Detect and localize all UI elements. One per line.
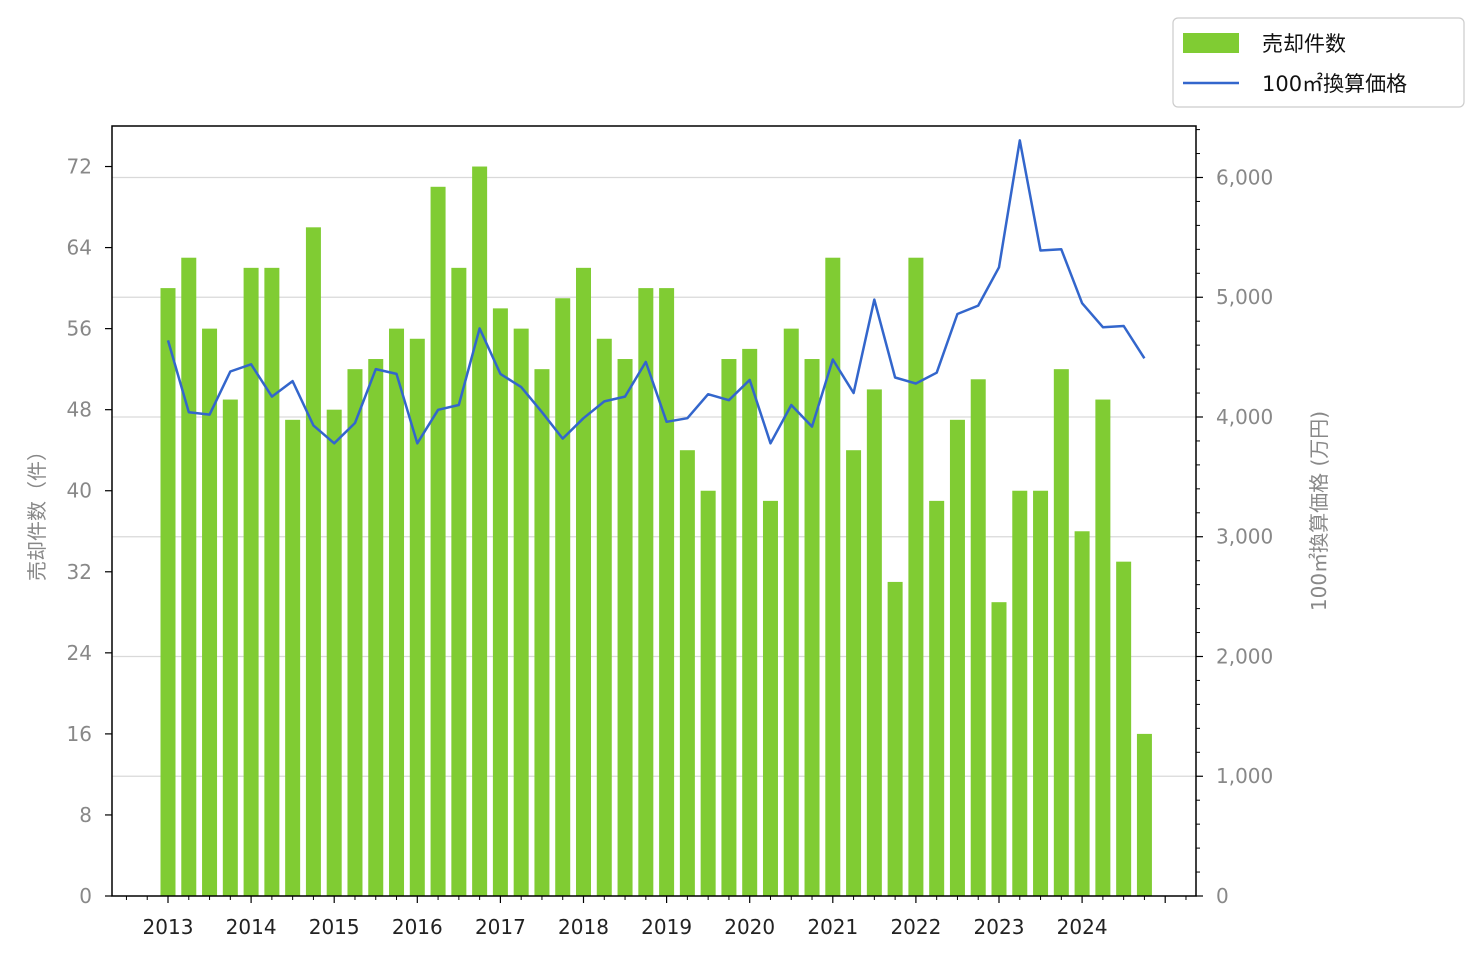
x-tick-label: 2015 xyxy=(309,915,360,939)
bar xyxy=(576,267,591,896)
left-tick-label: 64 xyxy=(67,236,92,260)
x-tick-label: 2013 xyxy=(143,915,194,939)
legend-label-line: 100㎡換算価格 xyxy=(1262,72,1407,96)
bar xyxy=(1116,561,1132,896)
x-tick-label: 2024 xyxy=(1057,915,1108,939)
y-axis-label-right: 100㎡換算価格 (万円) xyxy=(1307,411,1331,611)
line-series xyxy=(166,139,1146,445)
bar xyxy=(1033,490,1049,896)
bar xyxy=(762,500,778,896)
bar xyxy=(513,328,529,896)
bar xyxy=(970,379,986,897)
right-tick-label: 5,000 xyxy=(1216,285,1273,309)
plot-frame xyxy=(111,125,1197,897)
bar xyxy=(804,359,820,896)
left-tick-label: 32 xyxy=(67,560,92,584)
bar xyxy=(368,359,384,896)
left-tick-label: 8 xyxy=(79,803,92,827)
left-tick-label: 0 xyxy=(79,884,92,908)
bar xyxy=(243,267,259,896)
bar xyxy=(929,500,945,896)
bar xyxy=(1012,490,1028,896)
x-tick-label: 2014 xyxy=(226,915,277,939)
x-tick-label: 2021 xyxy=(807,915,858,939)
bar xyxy=(1136,733,1152,896)
bar xyxy=(160,288,176,897)
legend-label-bar: 売却件数 xyxy=(1262,32,1346,56)
bar xyxy=(783,328,799,896)
bar xyxy=(409,338,425,896)
x-tick-label: 2022 xyxy=(890,915,941,939)
x-tick-label: 2017 xyxy=(475,915,526,939)
bar xyxy=(222,399,238,896)
bar xyxy=(866,389,882,896)
bar xyxy=(1095,399,1111,896)
bar-series xyxy=(160,166,1152,897)
bar xyxy=(492,308,508,896)
left-axis: 0 8 16 24 32 40 48 56 64 72 xyxy=(67,155,112,908)
bar xyxy=(721,359,737,896)
bar xyxy=(451,267,467,896)
legend: 売却件数 100㎡換算価格 xyxy=(1172,17,1465,108)
x-tick-label: 2020 xyxy=(724,915,775,939)
bar xyxy=(949,419,965,896)
bar xyxy=(264,267,280,896)
bar xyxy=(846,450,862,896)
price-line xyxy=(166,139,1146,445)
right-tick-label: 1,000 xyxy=(1216,764,1273,788)
x-axis: 2013 2014 2015 2016 2017 2018 2019 2020 2021 2022… xyxy=(125,896,1187,939)
bar xyxy=(285,419,301,896)
left-tick-label: 24 xyxy=(67,641,92,665)
bar xyxy=(534,369,550,896)
bar xyxy=(908,257,924,896)
bar xyxy=(1074,531,1090,896)
bar xyxy=(472,166,488,897)
bar xyxy=(181,257,197,896)
bar xyxy=(305,227,321,896)
bar xyxy=(347,369,363,896)
right-tick-label: 6,000 xyxy=(1216,165,1273,189)
right-tick-label: 0 xyxy=(1216,884,1229,908)
right-axis: 0 1,000 2,000 3,000 4,000 5,000 6,000 xyxy=(1196,129,1273,908)
legend-box xyxy=(1172,17,1465,108)
left-tick-label: 56 xyxy=(67,317,92,341)
bar xyxy=(638,288,654,897)
bar xyxy=(825,257,841,896)
bar xyxy=(596,338,612,896)
left-tick-label: 16 xyxy=(67,722,92,746)
bar xyxy=(430,186,446,896)
left-tick-label: 48 xyxy=(67,398,92,422)
bar xyxy=(887,581,903,896)
bar xyxy=(991,602,1007,896)
bar xyxy=(700,490,716,896)
bar xyxy=(742,348,758,896)
x-tick-label: 2023 xyxy=(974,915,1025,939)
bar xyxy=(389,328,405,896)
bar xyxy=(1053,369,1069,896)
x-tick-label: 2016 xyxy=(392,915,443,939)
bar xyxy=(555,298,571,897)
bar xyxy=(679,450,695,896)
left-tick-label: 40 xyxy=(67,479,92,503)
y-axis-label-left: 売却件数（件） xyxy=(25,441,49,581)
right-tick-label: 2,000 xyxy=(1216,644,1273,668)
right-tick-label: 4,000 xyxy=(1216,405,1273,429)
right-tick-label: 3,000 xyxy=(1216,525,1273,549)
bar xyxy=(202,328,218,896)
legend-swatch-bar xyxy=(1183,33,1239,53)
bar xyxy=(326,409,342,896)
bar xyxy=(617,359,633,896)
bar xyxy=(659,288,675,897)
x-tick-label: 2019 xyxy=(641,915,692,939)
left-tick-label: 72 xyxy=(67,155,92,179)
x-tick-label: 2018 xyxy=(558,915,609,939)
